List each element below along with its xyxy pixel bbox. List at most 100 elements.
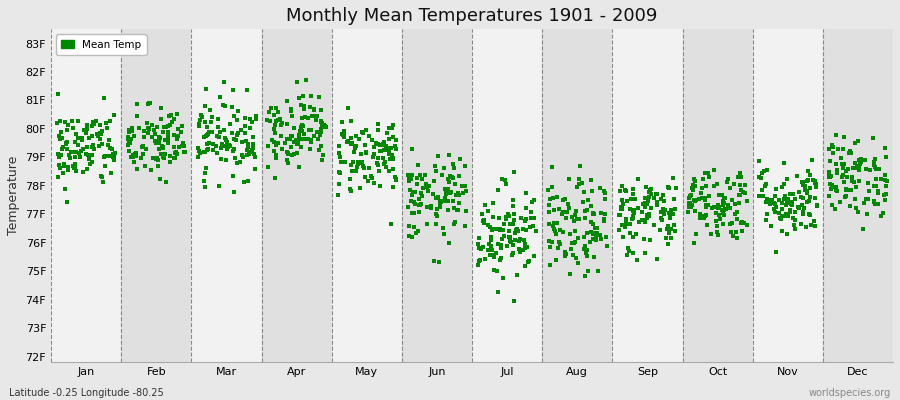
Point <box>213 129 228 135</box>
Point <box>223 142 238 149</box>
Point <box>307 112 321 119</box>
Point <box>290 78 304 85</box>
Point <box>410 181 425 188</box>
Point <box>878 176 893 183</box>
Point <box>734 219 749 225</box>
Point <box>719 179 733 185</box>
Point <box>807 223 822 230</box>
Point <box>794 221 808 227</box>
Point <box>857 200 871 206</box>
Point <box>260 117 274 123</box>
Point <box>792 189 806 196</box>
Point <box>732 192 746 198</box>
Point <box>526 223 540 229</box>
Bar <box>262 29 332 362</box>
Point <box>614 205 628 212</box>
Point <box>359 149 374 156</box>
Point <box>845 174 859 180</box>
Point <box>728 201 742 208</box>
Point <box>452 192 466 198</box>
Point <box>227 189 241 195</box>
Point <box>760 167 774 174</box>
Point <box>752 158 767 164</box>
Point <box>667 196 681 202</box>
Point <box>612 212 626 219</box>
Point <box>593 185 608 191</box>
Point <box>435 172 449 178</box>
Point <box>508 237 522 243</box>
Point <box>614 204 628 210</box>
Point <box>825 182 840 188</box>
Point <box>649 190 663 197</box>
Point <box>214 140 229 147</box>
Point <box>122 147 137 154</box>
Point <box>441 207 455 213</box>
Point <box>874 176 888 182</box>
Point <box>378 164 392 170</box>
Point <box>518 240 532 247</box>
Point <box>664 235 679 241</box>
Point <box>57 163 71 169</box>
Point <box>780 211 795 217</box>
Point <box>357 174 372 180</box>
Point <box>551 245 565 252</box>
Point <box>832 199 847 205</box>
Point <box>95 179 110 185</box>
Point <box>292 131 306 138</box>
Point <box>192 154 206 160</box>
Point <box>307 106 321 112</box>
Point <box>230 117 245 124</box>
Point <box>310 112 324 119</box>
Point <box>779 231 794 237</box>
Point <box>760 196 774 202</box>
Point <box>125 152 140 158</box>
Point <box>408 200 422 207</box>
Point <box>541 221 555 227</box>
Point <box>580 268 595 274</box>
Point <box>716 207 731 214</box>
Point <box>850 208 865 215</box>
Point <box>447 181 462 188</box>
Point <box>850 205 864 212</box>
Point <box>838 194 852 200</box>
Point <box>284 108 298 114</box>
Point <box>439 190 454 197</box>
Point <box>169 149 184 155</box>
Point <box>80 144 94 150</box>
Point <box>716 202 730 208</box>
Point <box>806 177 820 184</box>
Point <box>626 207 640 213</box>
Point <box>209 142 223 149</box>
Point <box>193 117 207 124</box>
Point <box>632 219 646 226</box>
Point <box>698 212 713 218</box>
Point <box>405 189 419 195</box>
Point <box>248 166 262 173</box>
Point <box>631 205 645 211</box>
Point <box>662 215 677 221</box>
Point <box>386 155 400 161</box>
Point <box>578 208 592 214</box>
Point <box>280 157 294 164</box>
Point <box>823 158 837 165</box>
Point <box>501 211 516 218</box>
Point <box>693 215 707 221</box>
Point <box>584 229 598 235</box>
Point <box>315 122 329 128</box>
Point <box>263 118 277 124</box>
Point <box>98 120 112 127</box>
Point <box>577 189 591 195</box>
Point <box>76 168 90 175</box>
Point <box>316 152 330 158</box>
Point <box>428 195 443 202</box>
Point <box>868 156 882 163</box>
Point <box>317 122 331 129</box>
Bar <box>332 29 401 362</box>
Point <box>840 174 854 180</box>
Point <box>660 226 674 232</box>
Point <box>225 104 239 110</box>
Point <box>361 178 375 184</box>
Point <box>738 190 752 197</box>
Point <box>497 233 511 239</box>
Point <box>624 196 638 202</box>
